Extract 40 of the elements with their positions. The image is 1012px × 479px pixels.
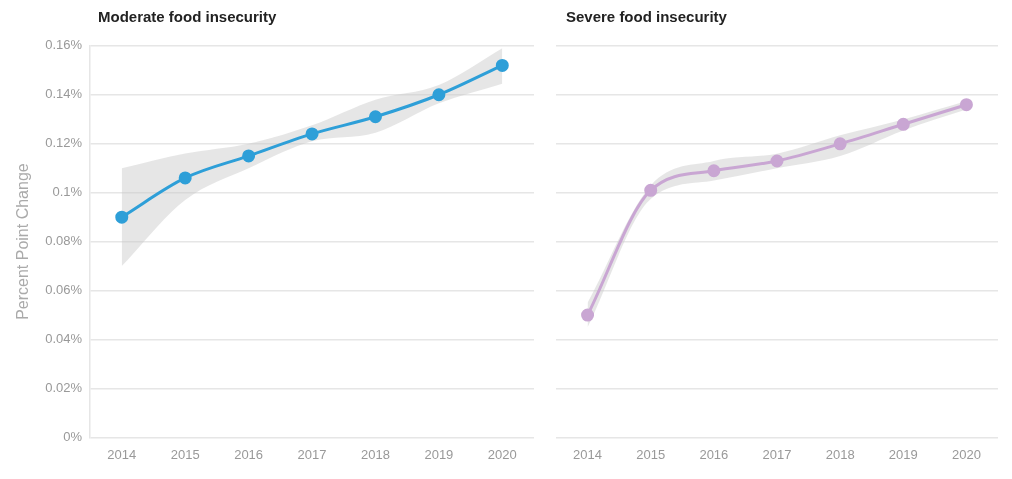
x-tick-label: 2020 (487, 446, 517, 462)
point (115, 210, 129, 224)
x-tick-label: 2015 (170, 446, 200, 462)
point (581, 308, 595, 322)
x-tick-label: 2014 (573, 446, 603, 462)
y-tick-label: 0.12% (45, 135, 83, 151)
point (178, 171, 192, 185)
x-tick-label: 2017 (762, 446, 792, 462)
point (959, 98, 973, 112)
y-tick-label: 0.04% (45, 331, 83, 347)
y-tick-label: 0% (63, 428, 83, 444)
x-tick-label: 2015 (636, 446, 666, 462)
x-tick-label: 2018 (825, 446, 855, 462)
y-tick-label: 0.1% (52, 184, 83, 200)
x-tick-label: 2016 (234, 446, 264, 462)
point (707, 164, 721, 178)
point (242, 149, 256, 163)
x-tick-label: 2019 (888, 446, 918, 462)
point (644, 183, 658, 197)
point (368, 110, 382, 124)
y-tick-label: 0.08% (45, 233, 83, 249)
point (305, 127, 319, 141)
y-tick-label: 0.16% (45, 37, 83, 53)
point (770, 154, 784, 168)
x-tick-label: 2014 (107, 446, 137, 462)
x-tick-label: 2016 (699, 446, 729, 462)
x-tick-label: 2020 (951, 446, 981, 462)
chart-title: Moderate food insecurity (98, 8, 277, 25)
point (896, 117, 910, 131)
y-tick-label: 0.02% (45, 380, 83, 396)
point (833, 137, 847, 151)
point (432, 88, 446, 102)
x-tick-label: 2019 (424, 446, 454, 462)
x-tick-label: 2017 (297, 446, 327, 462)
y-tick-label: 0.06% (45, 282, 83, 298)
y-axis-title: Percent Point Change (14, 163, 32, 320)
chart-title: Severe food insecurity (566, 8, 727, 25)
point (495, 58, 509, 72)
x-tick-label: 2018 (360, 446, 390, 462)
y-tick-label: 0.14% (45, 86, 83, 102)
